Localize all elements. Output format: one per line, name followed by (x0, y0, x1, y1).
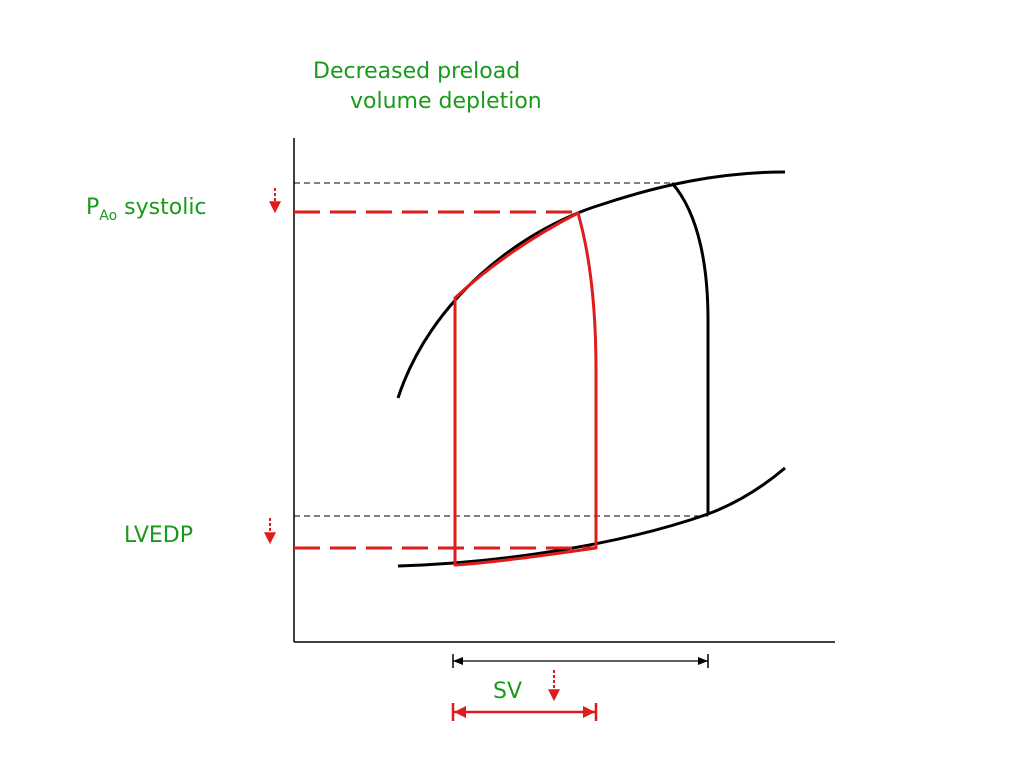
title-line-1: Decreased preload (313, 59, 520, 84)
title-line-2: volume depletion (350, 89, 542, 114)
baseline-pv-loop (453, 182, 710, 565)
lvedp-label: LVEDP (124, 523, 193, 548)
pao-systolic-label: PAo systolic (86, 195, 207, 224)
end-systolic-curve (396, 170, 786, 399)
end-diastolic-curve (397, 466, 786, 568)
axes (293, 138, 835, 643)
baseline-sv-bracket (452, 654, 709, 668)
decreased-preload-pv-loop (453, 211, 598, 567)
sv-label: SV (493, 679, 522, 704)
decreased-sv-bracket (451, 703, 598, 721)
